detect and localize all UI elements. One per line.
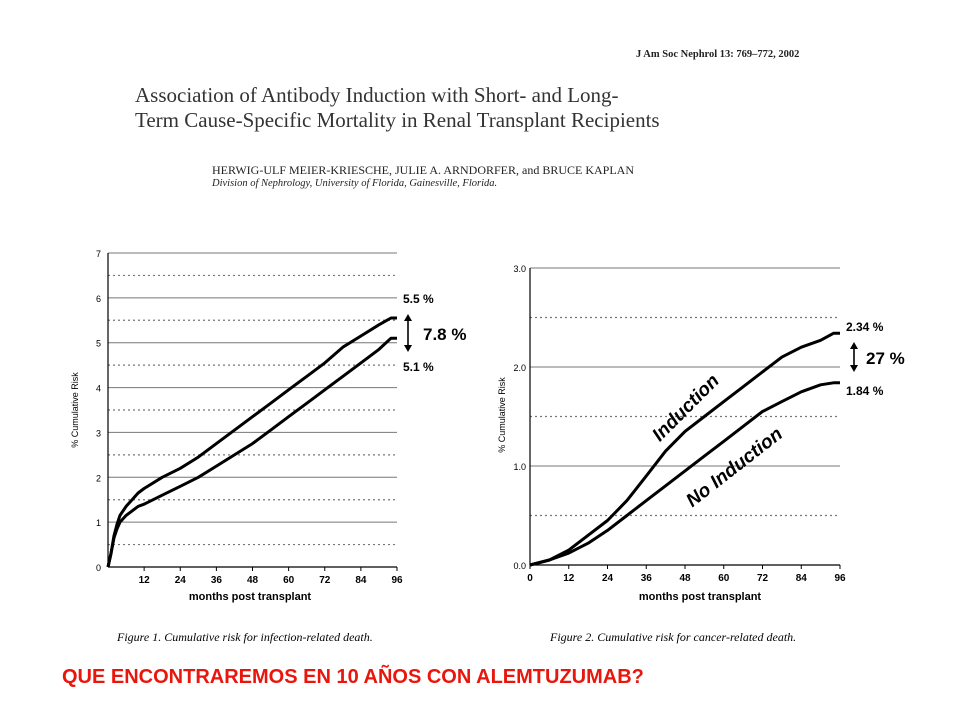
chart2-x-tick-label: 84 [796, 573, 808, 584]
chart1-series-line [106, 336, 397, 568]
chart2-end-label: 2.34 % [846, 320, 884, 334]
question-text: QUE ENCONTRAREMOS EN 10 AÑOS CON ALEMTUZ… [62, 666, 644, 688]
chart2-arrow-head-down [850, 365, 858, 372]
paper-title-line-1: Association of Antibody Induction with S… [135, 83, 619, 107]
chart1-series-line [106, 316, 397, 568]
chart2-x-tick-label: 12 [563, 573, 575, 584]
chart1-x-axis-label: months post transplant [189, 591, 312, 603]
chart2-caption: Figure 2. Cumulative risk for cancer-rel… [549, 630, 796, 644]
paper-title-line-2: Term Cause-Specific Mortality in Renal T… [135, 108, 660, 132]
chart1-y-tick-label: 4 [96, 384, 101, 394]
chart1-y-axis-label: % Cumulative Risk [70, 372, 80, 448]
chart2-end-label: 1.84 % [846, 384, 884, 398]
chart2-y-tick-label: 2.0 [513, 363, 526, 373]
chart2-arrow-head-up [850, 342, 858, 349]
chart1-arrow-head-up [404, 314, 412, 321]
chart1-end-label: 5.1 % [403, 360, 434, 374]
chart1-y-tick-label: 2 [96, 473, 101, 483]
chart2-y-tick-label: 3.0 [513, 264, 526, 274]
chart2-series-line [529, 331, 840, 567]
chart1-y-tick-label: 3 [96, 428, 101, 438]
chart2-x-tick-label: 96 [834, 573, 846, 584]
chart1-difference-label: 7.8 % [423, 325, 466, 344]
chart2-x-axis-label: months post transplant [639, 591, 762, 603]
chart1-y-tick-label: 6 [96, 294, 101, 304]
chart2-difference-label: 27 % [866, 349, 905, 368]
chart2-x-tick-label: 60 [718, 573, 730, 584]
chart1-end-label: 5.5 % [403, 292, 434, 306]
chart2-x-tick-label: 36 [641, 573, 653, 584]
chart1-x-tick-label: 60 [283, 575, 295, 586]
chart2-y-axis-label: % Cumulative Risk [497, 377, 507, 453]
chart2-series-line [529, 381, 840, 567]
chart2-x-tick-label: 72 [757, 573, 769, 584]
chart1-x-tick-label: 84 [355, 575, 367, 586]
chart1-x-tick-label: 12 [139, 575, 151, 586]
chart2-series-label: Induction [648, 370, 723, 445]
paper-affiliation: Division of Nephrology, University of Fl… [212, 178, 498, 189]
chart1-caption: Figure 1. Cumulative risk for infection-… [116, 630, 373, 644]
chart1-y-tick-label: 0 [96, 563, 101, 573]
chart1-x-tick-label: 96 [391, 575, 403, 586]
chart1-x-tick-label: 36 [211, 575, 223, 586]
chart2-x-tick-label: 48 [679, 573, 691, 584]
chart2-y-tick-label: 1.0 [513, 462, 526, 472]
chart1-y-tick-label: 5 [96, 339, 101, 349]
chart1-y-tick-label: 1 [96, 518, 101, 528]
chart1-x-tick-label: 24 [175, 575, 187, 586]
chart1-arrow-head-down [404, 345, 412, 352]
chart1-y-tick-label: 7 [96, 249, 101, 259]
paper-authors: HERWIG-ULF MEIER-KRIESCHE, JULIE A. ARND… [212, 163, 635, 177]
chart2-y-tick-label: 0.0 [513, 561, 526, 571]
journal-citation: J Am Soc Nephrol 13: 769–772, 2002 [636, 49, 800, 60]
paper-title: Association of Antibody Induction with S… [135, 83, 660, 133]
chart1-x-tick-label: 48 [247, 575, 259, 586]
chart1-x-tick-label: 72 [319, 575, 331, 586]
chart2-x-tick-label: 0 [527, 573, 533, 584]
chart2-x-tick-label: 24 [602, 573, 614, 584]
chart2-series-label: No Induction [682, 424, 786, 512]
